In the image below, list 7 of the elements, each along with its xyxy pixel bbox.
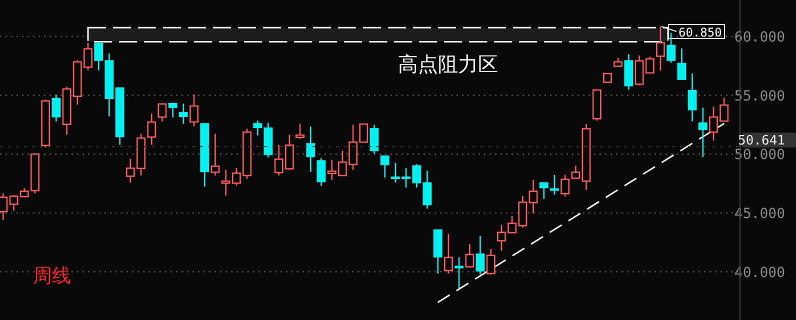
ref-line-label: 50.641	[738, 134, 785, 149]
y-tick-label: 50.000	[734, 147, 785, 164]
band-label: 高点阻力区	[398, 52, 498, 76]
y-tick-label: 60.000	[734, 29, 785, 46]
text: 周线	[33, 265, 71, 287]
annotation: 60.850	[678, 25, 722, 40]
y-tick-label: 55.000	[734, 88, 785, 104]
